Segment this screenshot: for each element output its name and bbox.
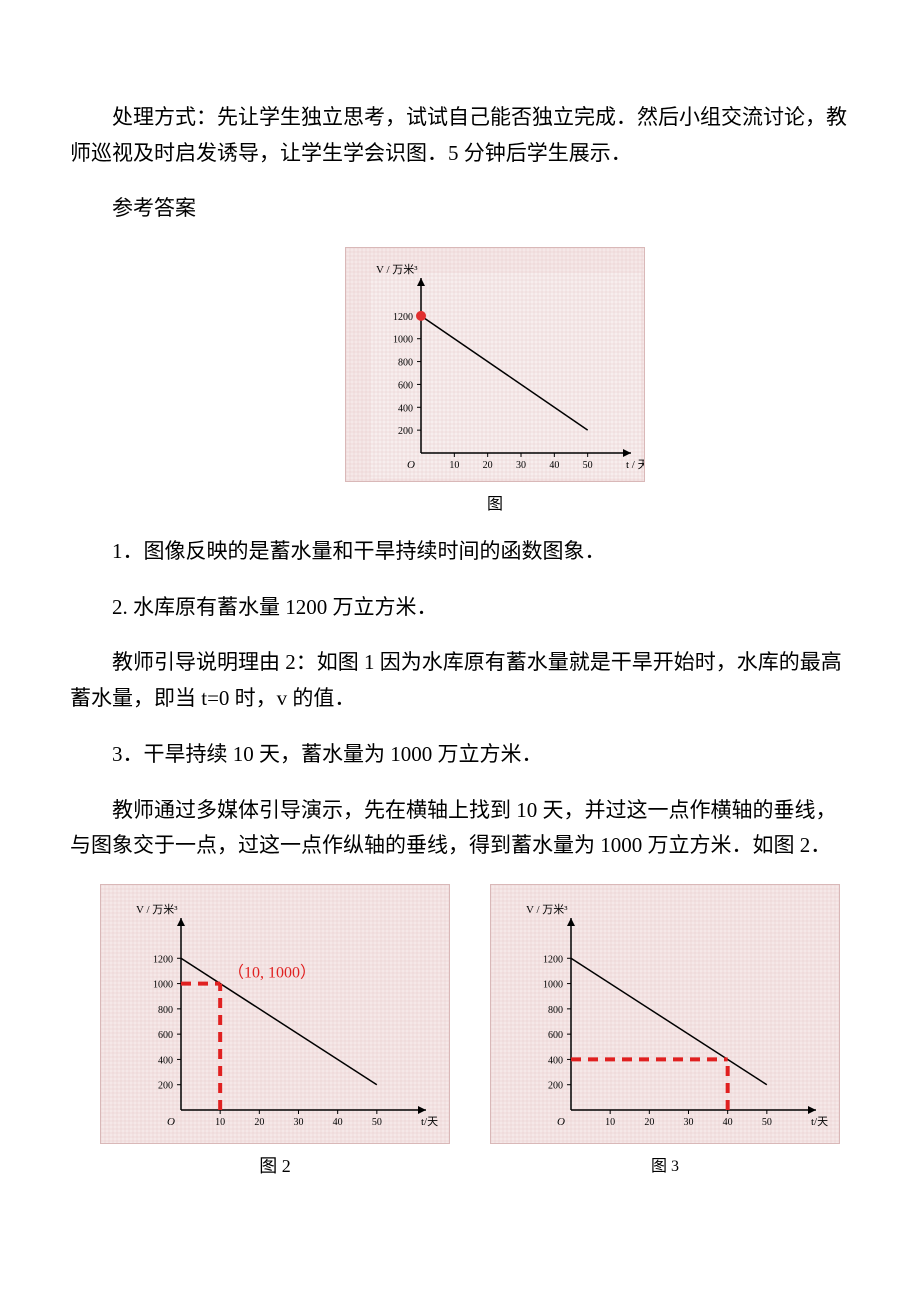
svg-text:600: 600 [398,380,413,391]
figure-2-block: 10 20 30 40 50 O 200 400 600 800 1000 1200 t/天 V / 万米… [100,884,450,1178]
chart-3: 10 20 30 40 50 O 200 400 600 800 1000 1200 t/天 V / 万米… [490,884,840,1144]
svg-text:50: 50 [372,1117,382,1128]
figure-3-caption: 图 3 [651,1152,679,1176]
figure-1-block: 10 20 30 40 50 O 200 400 600 800 1000 1200 t / 天 V / … [140,247,850,514]
svg-text:600: 600 [548,1030,563,1041]
para-a2-reason: 教师引导说明理由 2：如图 1 因为水库原有蓄水量就是干旱开始时，水库的最高蓄水… [70,645,850,716]
svg-text:40: 40 [549,460,559,471]
svg-text:V / 万米³: V / 万米³ [376,263,418,276]
para-a3: 3．干旱持续 10 天，蓄水量为 1000 万立方米． [70,737,850,773]
svg-text:30: 30 [516,460,526,471]
figure-2-caption: 图 2 [259,1152,291,1178]
svg-text:V / 万米³: V / 万米³ [526,903,568,916]
svg-text:1200: 1200 [393,312,413,323]
figure-1-wrap: 10 20 30 40 50 O 200 400 600 800 1000 1200 t / 天 V / … [140,247,850,514]
svg-text:200: 200 [398,426,413,437]
chart-1: 10 20 30 40 50 O 200 400 600 800 1000 1200 t / 天 V / … [345,247,645,482]
svg-text:10: 10 [215,1117,225,1128]
svg-text:t/天: t/天 [421,1116,438,1128]
svg-text:200: 200 [158,1081,173,1092]
svg-text:1000: 1000 [153,979,173,990]
svg-text:800: 800 [398,358,413,369]
svg-text:1000: 1000 [543,979,563,990]
svg-text:600: 600 [158,1030,173,1041]
svg-text:O: O [557,1116,565,1128]
svg-text:O: O [407,459,415,471]
svg-text:t/天: t/天 [811,1116,828,1128]
svg-text:40: 40 [333,1117,343,1128]
figure-row-23: 10 20 30 40 50 O 200 400 600 800 1000 1200 t/天 V / 万米… [100,884,850,1178]
para-a2: 2. 水库原有蓄水量 1200 万立方米． [70,590,850,626]
para-answer-header: 参考答案 [70,191,850,227]
svg-text:30: 30 [294,1117,304,1128]
para-intro: 处理方式：先让学生独立思考，试试自己能否独立完成．然后小组交流讨论，教师巡视及时… [70,100,850,171]
chart-2: 10 20 30 40 50 O 200 400 600 800 1000 1200 t/天 V / 万米… [100,884,450,1144]
svg-text:V / 万米³: V / 万米³ [136,903,178,916]
svg-text:20: 20 [644,1117,654,1128]
para-a3-method: 教师通过多媒体引导演示，先在横轴上找到 10 天，并过这一点作横轴的垂线，与图象… [70,793,850,864]
figure-3-block: 10 20 30 40 50 O 200 400 600 800 1000 1200 t/天 V / 万米… [490,884,840,1178]
svg-text:t / 天: t / 天 [626,459,645,471]
svg-text:1200: 1200 [153,954,173,965]
para-a1: 1．图像反映的是蓄水量和干旱持续时间的函数图象． [70,534,850,570]
svg-text:800: 800 [158,1005,173,1016]
svg-text:50: 50 [583,460,593,471]
svg-text:20: 20 [254,1117,264,1128]
svg-text:200: 200 [548,1081,563,1092]
svg-text:（10, 1000）: （10, 1000） [228,963,316,981]
svg-text:30: 30 [684,1117,694,1128]
svg-text:400: 400 [398,403,413,414]
svg-text:O: O [167,1116,175,1128]
svg-text:1200: 1200 [543,954,563,965]
svg-text:20: 20 [483,460,493,471]
svg-text:400: 400 [548,1055,563,1066]
figure-1-caption: 图 [487,490,503,514]
svg-text:10: 10 [449,460,459,471]
svg-text:10: 10 [605,1117,615,1128]
svg-text:800: 800 [548,1005,563,1016]
svg-text:1000: 1000 [393,335,413,346]
svg-text:400: 400 [158,1055,173,1066]
svg-text:40: 40 [723,1117,733,1128]
svg-text:50: 50 [762,1117,772,1128]
